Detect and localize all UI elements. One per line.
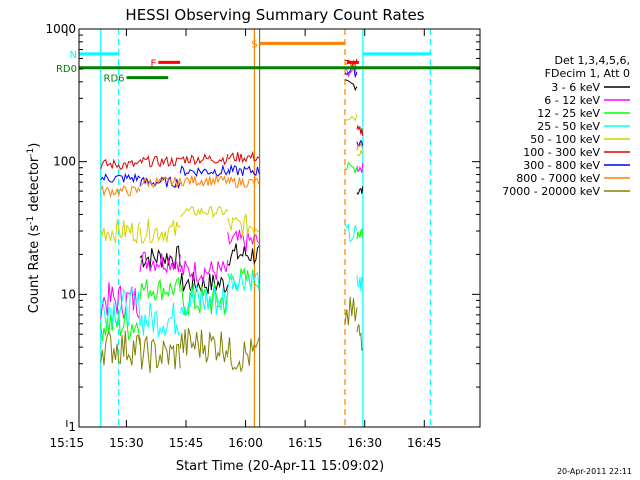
series-group	[100, 58, 364, 170]
x-tick-label: 16:15	[288, 436, 323, 450]
y-tick-label: 10	[61, 287, 76, 301]
series-line	[344, 161, 358, 174]
x-tick-label: 15:30	[109, 436, 144, 450]
series-line	[344, 79, 358, 92]
series-line	[356, 186, 364, 196]
flag-label: RD6	[104, 74, 125, 85]
series-line	[179, 272, 229, 295]
flag-label: RD0	[56, 64, 77, 75]
series-line	[139, 335, 181, 373]
series-line	[100, 282, 141, 319]
series-line	[179, 328, 229, 363]
series-line	[139, 245, 181, 270]
legend-entry-label: 12 - 25 keV	[537, 107, 600, 120]
chart-title: HESSI Observing Summary Count Rates	[125, 6, 424, 24]
series-line	[139, 219, 181, 244]
series-line	[356, 275, 364, 292]
legend-entry-label: 50 - 100 keV	[530, 133, 600, 146]
series-group	[100, 114, 364, 245]
series-line	[100, 172, 141, 184]
series-line	[227, 163, 260, 177]
series-line	[179, 153, 229, 166]
plot-frame	[78, 28, 481, 428]
series-line	[179, 175, 229, 188]
legend-header-line-2: FDecim 1, Att 0	[545, 67, 630, 80]
series-group	[100, 65, 364, 190]
legend-entry-label: 300 - 800 keV	[523, 159, 600, 172]
series-group	[100, 296, 364, 374]
series-line	[100, 219, 141, 245]
series-line	[140, 176, 181, 189]
x-tick-label: 16:00	[228, 436, 263, 450]
series-line	[356, 142, 364, 151]
series-line	[139, 277, 181, 302]
x-axis: 15:15 15:30 15:45 16:00 16:15 16:30 16:45	[50, 29, 442, 450]
series-line	[100, 184, 141, 199]
series-line	[227, 229, 260, 252]
series-line	[179, 164, 229, 178]
legend-entry-label: 800 - 7000 keV	[516, 172, 600, 185]
x-axis-label: Start Time (20-Apr-11 15:09:02)	[176, 459, 384, 474]
series-line	[227, 150, 260, 164]
legend-entry-label: 6 - 12 keV	[544, 94, 600, 107]
y-axis-label: Count Rate (s-1 detector-1)	[26, 143, 42, 314]
legend-header-line-1: Det 1,3,4,5,6,	[554, 54, 630, 67]
series-line	[227, 337, 260, 374]
series-line	[356, 139, 364, 148]
series-line	[100, 158, 141, 170]
legend-entry-label: 3 - 6 keV	[551, 81, 600, 94]
series-group	[100, 223, 364, 338]
series-group	[100, 161, 364, 342]
legend: Det 1,3,4,5,6, FDecim 1, Att 0 3 - 6 keV…	[502, 54, 630, 198]
series-line	[344, 296, 358, 326]
x-tick-label: 15:15	[50, 436, 85, 450]
y-tick-label: 1000	[45, 22, 76, 36]
series-line	[179, 205, 229, 219]
series-line	[139, 302, 181, 338]
y-tick-label: 100	[53, 155, 76, 169]
footer-timestamp: 20-Apr-2011 22:11	[557, 467, 632, 476]
x-tick-label: 15:45	[169, 436, 204, 450]
series-line	[227, 175, 260, 189]
series-line	[100, 330, 141, 366]
series-line	[100, 287, 141, 328]
series-line	[227, 271, 260, 292]
series-line	[227, 213, 260, 237]
series-line	[179, 285, 229, 316]
series-group	[139, 79, 364, 295]
series-line	[356, 324, 364, 352]
series-line	[356, 124, 364, 137]
legend-entry-label: 25 - 50 keV	[537, 120, 600, 133]
flag-label: N	[70, 50, 77, 61]
flag-label: S	[251, 39, 257, 50]
legend-entry-label: 7000 - 20000 keV	[502, 185, 600, 198]
x-tick-label: 16:45	[407, 436, 442, 450]
y-tick-label: 1	[68, 420, 76, 434]
series-line	[139, 251, 181, 275]
series-line	[179, 259, 229, 283]
series-line	[139, 176, 181, 190]
series-line	[100, 308, 141, 342]
series-line	[227, 243, 260, 266]
series-line	[356, 228, 364, 240]
series-line	[356, 150, 364, 157]
series-line	[356, 162, 364, 173]
legend-entry-label: 100 - 300 keV	[523, 146, 600, 159]
series-line	[139, 155, 181, 168]
plot-area: N S RD0 RD6 F	[56, 29, 480, 427]
series-group	[100, 61, 364, 199]
series-line	[344, 114, 358, 122]
x-tick-label: 16:30	[347, 436, 382, 450]
flag-label: F	[151, 58, 157, 69]
series-line	[344, 223, 358, 243]
y-axis: 1 10 100 1000	[45, 22, 480, 434]
